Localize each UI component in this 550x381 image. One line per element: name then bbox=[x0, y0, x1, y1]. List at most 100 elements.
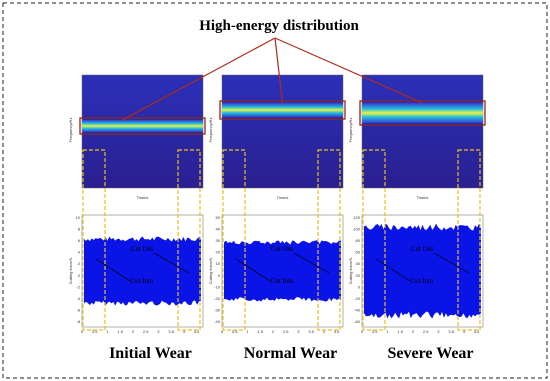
x-tick-label: 4 bbox=[463, 329, 466, 334]
y-tick-label: 50 bbox=[216, 215, 221, 220]
y-tick-label: 100 bbox=[353, 227, 360, 232]
y-tick-label: -4 bbox=[76, 296, 80, 301]
cut-into-box bbox=[222, 149, 246, 331]
spectrogram bbox=[361, 74, 484, 189]
x-tick-label: 0 bbox=[221, 329, 224, 334]
y-tick-label: 40 bbox=[356, 261, 361, 266]
energy-band bbox=[362, 103, 483, 123]
y-axis-label: Cutting force/N bbox=[348, 258, 353, 285]
cut-out-arrow bbox=[153, 252, 190, 274]
pointer bbox=[274, 37, 284, 104]
y-tick-label: 0 bbox=[218, 273, 221, 278]
cut-out-label: Cut Out bbox=[271, 245, 293, 253]
y-tick-label: -2 bbox=[76, 284, 80, 289]
x-tick-label: 4.5 bbox=[474, 329, 480, 334]
high-energy-box bbox=[359, 100, 486, 126]
x-tick-label: 1 bbox=[106, 329, 109, 334]
pointer bbox=[274, 37, 423, 104]
y-axis-label: Frequency/Hz bbox=[348, 118, 353, 143]
title: High-energy distribution bbox=[199, 18, 359, 34]
y-tick-label: -20 bbox=[354, 296, 361, 301]
cut-into-arrow bbox=[95, 258, 131, 282]
x-tick-label: 3.5 bbox=[168, 329, 174, 334]
x-tick-label: 3 bbox=[297, 329, 300, 334]
x-tick-label: 2.5 bbox=[423, 329, 429, 334]
y-tick-label: 60 bbox=[356, 250, 361, 255]
cut-out-box bbox=[457, 149, 481, 331]
x-tick-label: 2 bbox=[132, 329, 135, 334]
x-tick-label: 2 bbox=[272, 329, 275, 334]
x-tick-label: 4 bbox=[323, 329, 326, 334]
cut-into-label: Cut Into bbox=[410, 277, 434, 285]
x-tick-label: 0.5 bbox=[372, 329, 378, 334]
x-tick-label: 3 bbox=[437, 329, 440, 334]
energy-band bbox=[82, 120, 203, 132]
energy-band bbox=[222, 103, 343, 117]
y-tick-label: 10 bbox=[76, 215, 81, 220]
y-tick-label: 0 bbox=[78, 273, 81, 278]
x-tick-label: 0 bbox=[81, 329, 84, 334]
spectrogram bbox=[221, 74, 344, 189]
x-tick-label: 2 bbox=[412, 329, 415, 334]
panel-label: Normal Wear bbox=[244, 345, 337, 362]
x-tick-label: 0 bbox=[361, 329, 364, 334]
y-tick-label: -40 bbox=[354, 307, 361, 312]
y-tick-label: 2 bbox=[78, 261, 81, 266]
cut-into-arrow bbox=[235, 258, 271, 282]
y-tick-label: 6 bbox=[78, 238, 81, 243]
pointer bbox=[122, 37, 276, 121]
cut-into-box bbox=[362, 149, 386, 331]
x-tick-label: 3.5 bbox=[448, 329, 454, 334]
cut-into-box bbox=[82, 149, 106, 331]
x-tick-label: 3.5 bbox=[308, 329, 314, 334]
y-axis-label: Cutting force/N bbox=[208, 258, 213, 285]
y-axis-label: Frequency/Hz bbox=[208, 118, 213, 143]
y-tick-label: 20 bbox=[216, 250, 221, 255]
y-tick-label: 4 bbox=[78, 250, 81, 255]
y-tick-label: -20 bbox=[214, 296, 221, 301]
x-tick-label: 4 bbox=[183, 329, 186, 334]
x-axis-label: Time/s bbox=[137, 195, 149, 200]
y-tick-label: 30 bbox=[216, 238, 221, 243]
x-axis-label: Time/s bbox=[417, 195, 429, 200]
cut-out-arrow bbox=[293, 252, 330, 274]
y-axis-label: Frequency/Hz bbox=[68, 118, 73, 143]
y-tick-label: -6 bbox=[76, 307, 80, 312]
x-axis-label: Time/s bbox=[277, 195, 289, 200]
cut-out-label: Cut Out bbox=[131, 245, 153, 253]
cut-into-label: Cut Into bbox=[270, 277, 294, 285]
y-tick-label: -30 bbox=[214, 307, 221, 312]
y-tick-label: 8 bbox=[78, 227, 81, 232]
x-tick-label: 4.5 bbox=[334, 329, 340, 334]
y-tick-label: -8 bbox=[76, 319, 80, 324]
x-tick-label: 0.5 bbox=[92, 329, 98, 334]
cut-out-box bbox=[177, 149, 201, 331]
x-tick-label: 4.5 bbox=[194, 329, 200, 334]
x-tick-label: 1.5 bbox=[117, 329, 123, 334]
y-tick-label: 10 bbox=[216, 261, 221, 266]
y-tick-label: 120 bbox=[353, 215, 360, 220]
x-tick-label: 1.5 bbox=[257, 329, 263, 334]
y-axis-label: Cutting force/N bbox=[68, 258, 73, 285]
force-signal bbox=[364, 223, 481, 319]
y-tick-label: 20 bbox=[356, 273, 361, 278]
y-tick-label: 40 bbox=[216, 227, 221, 232]
panel-label: Initial Wear bbox=[109, 345, 192, 362]
x-tick-label: 0.5 bbox=[232, 329, 238, 334]
cut-out-label: Cut Out bbox=[411, 245, 433, 253]
force-signal bbox=[84, 236, 201, 306]
x-tick-label: 1.5 bbox=[397, 329, 403, 334]
y-tick-label: -60 bbox=[354, 319, 361, 324]
high-energy-box bbox=[79, 117, 206, 135]
x-tick-label: 1 bbox=[386, 329, 389, 334]
cut-into-arrow bbox=[375, 258, 411, 282]
y-tick-label: 0 bbox=[358, 284, 361, 289]
cut-into-label: Cut Into bbox=[130, 277, 154, 285]
y-tick-label: -40 bbox=[214, 319, 221, 324]
force-signal bbox=[224, 240, 341, 302]
x-tick-label: 2.5 bbox=[283, 329, 289, 334]
cut-out-box bbox=[317, 149, 341, 331]
y-tick-label: -10 bbox=[214, 284, 221, 289]
